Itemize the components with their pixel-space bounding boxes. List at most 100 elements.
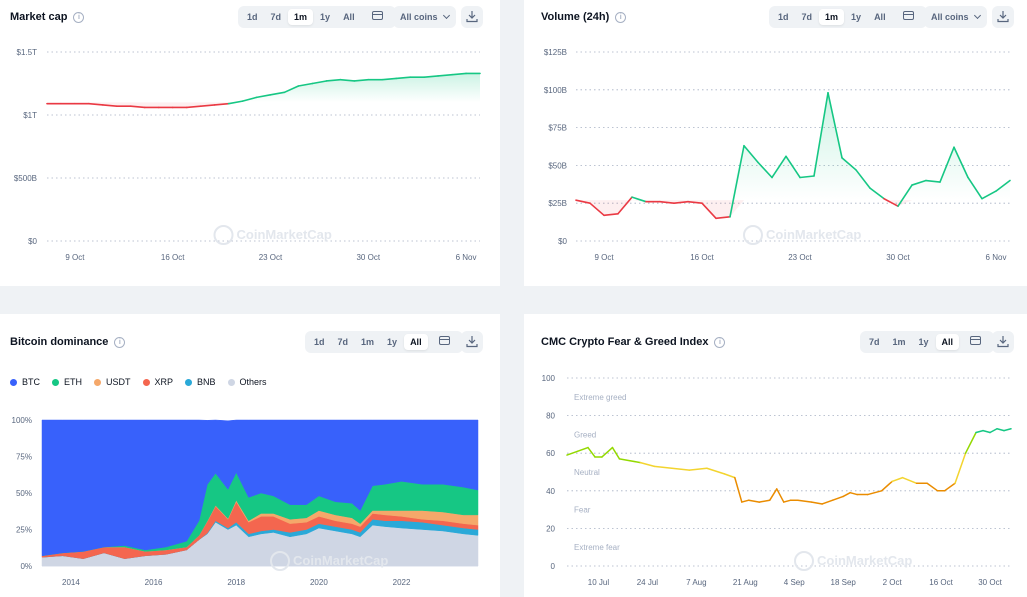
x-tick-label: 16 Oct — [690, 253, 714, 262]
line-segment — [653, 465, 673, 469]
x-tick-label: 23 Oct — [259, 253, 283, 262]
legend-item[interactable]: USDT — [94, 377, 131, 387]
range-all[interactable]: All — [404, 334, 428, 350]
line-segment — [617, 196, 633, 215]
line-segment — [954, 452, 967, 485]
legend-label: BTC — [22, 377, 40, 387]
legend-item[interactable]: BTC — [10, 377, 40, 387]
legend-item[interactable]: ETH — [52, 377, 82, 387]
line-segment — [687, 200, 703, 204]
line-segment — [325, 78, 342, 82]
coins-dropdown[interactable]: All coins — [393, 6, 456, 28]
date-picker-button[interactable] — [362, 9, 393, 25]
line-segment — [601, 446, 614, 458]
legend-item[interactable]: BNB — [185, 377, 216, 387]
y-tick-label: 100% — [12, 416, 32, 425]
line-segment — [631, 196, 647, 203]
range-1d[interactable]: 1d — [314, 337, 325, 347]
date-picker-button[interactable] — [960, 334, 991, 350]
market-cap-panel: Market cap i 1d 7d 1m 1y All All coins $… — [0, 0, 500, 286]
info-icon[interactable]: i — [114, 336, 126, 348]
watermark: CoinMarketCap — [237, 227, 332, 242]
range-7d[interactable]: 7d — [801, 12, 813, 22]
range-1d[interactable]: 1d — [778, 12, 789, 22]
line-segment — [964, 431, 977, 454]
x-tick-label: 4 Sep — [784, 578, 805, 587]
range-all[interactable]: All — [935, 334, 960, 350]
download-button[interactable] — [992, 331, 1014, 353]
y-tick-label: 20 — [546, 524, 555, 533]
download-button[interactable] — [461, 331, 483, 353]
line-segment — [241, 96, 258, 102]
x-tick-label: 2020 — [310, 578, 328, 587]
volume-title-row: Volume (24h) i — [541, 11, 627, 23]
dominance-chart: 0% 25% 50% 75% 100% 2014 2016 2018 2020 2022 CoinM… — [12, 416, 479, 587]
line-segment — [1003, 428, 1012, 432]
y-tick-label: $1.5T — [17, 48, 38, 57]
legend-swatch — [227, 378, 235, 386]
watermark: CoinMarketCap — [293, 553, 388, 568]
line-segment — [939, 146, 955, 183]
line-segment — [897, 184, 913, 208]
x-tick-label: 7 Aug — [686, 578, 706, 587]
info-icon[interactable]: i — [714, 336, 726, 348]
range-1y[interactable]: 1y — [851, 12, 862, 22]
date-picker-button[interactable] — [429, 334, 460, 350]
y-tick-label: $0 — [558, 237, 567, 246]
line-segment — [741, 499, 750, 503]
line-segment — [943, 482, 956, 492]
line-segment — [283, 85, 300, 94]
y-tick-label: $50B — [548, 161, 567, 170]
line-segment — [849, 491, 858, 496]
line-segment — [842, 491, 851, 498]
line-segment — [734, 476, 743, 503]
range-1m[interactable]: 1m — [361, 337, 375, 347]
line-segment — [102, 104, 118, 107]
range-1m[interactable]: 1m — [819, 9, 845, 25]
line-segment — [671, 467, 691, 471]
legend-item[interactable]: Others — [227, 377, 267, 387]
zone-label: Extreme fear — [574, 543, 620, 552]
legend-item[interactable]: XRP — [142, 377, 173, 387]
range-1y[interactable]: 1y — [387, 337, 398, 347]
range-1y[interactable]: 1y — [320, 12, 331, 22]
info-icon[interactable]: i — [73, 11, 85, 23]
coins-dropdown[interactable]: All coins — [924, 6, 987, 28]
range-1m[interactable]: 1m — [288, 9, 314, 25]
fear-greed-range-selector: 7d 1m 1y All — [860, 331, 995, 353]
range-all[interactable]: All — [874, 12, 886, 22]
y-tick-label: 0 — [551, 562, 556, 571]
calendar-icon — [438, 336, 450, 345]
range-7d[interactable]: 7d — [270, 12, 282, 22]
info-icon[interactable]: i — [615, 11, 627, 23]
range-1y[interactable]: 1y — [918, 337, 929, 347]
download-button[interactable] — [461, 6, 483, 28]
y-tick-label: $500B — [14, 174, 37, 183]
range-all[interactable]: All — [343, 12, 355, 22]
x-tick-label: 21 Aug — [733, 578, 758, 587]
range-7d[interactable]: 7d — [869, 337, 880, 347]
watermark-logo — [743, 225, 763, 245]
fear-greed-title-row: CMC Crypto Fear & Greed Index i — [541, 336, 726, 348]
line-segment — [88, 102, 104, 106]
x-tick-label: 10 Jul — [588, 578, 610, 587]
x-tick-label: 24 Jul — [637, 578, 659, 587]
line-segment — [618, 458, 631, 462]
date-picker-button[interactable] — [893, 9, 924, 25]
range-1m[interactable]: 1m — [892, 337, 906, 347]
line-segment — [629, 459, 642, 464]
line-segment — [813, 92, 829, 177]
line-segment — [729, 144, 745, 218]
line-segment — [566, 450, 579, 456]
line-segment — [199, 104, 216, 107]
range-1d[interactable]: 1d — [247, 12, 258, 22]
line-segment — [227, 100, 244, 105]
line-segment — [255, 94, 272, 99]
y-tick-label: $100B — [544, 86, 567, 95]
y-tick-label: $25B — [548, 199, 567, 208]
line-segment — [925, 179, 941, 183]
line-segment — [953, 146, 969, 179]
watermark-logo — [794, 551, 814, 571]
range-7d[interactable]: 7d — [337, 337, 349, 347]
download-button[interactable] — [992, 6, 1014, 28]
